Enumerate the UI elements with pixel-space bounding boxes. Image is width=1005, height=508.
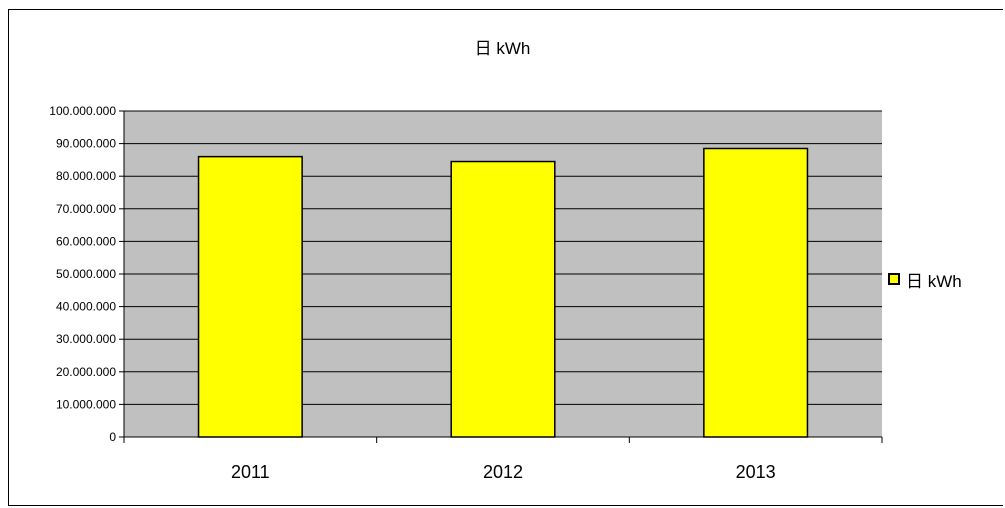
y-tick-label: 30.000.000 [56,332,116,346]
y-tick-label: 10.000.000 [56,397,116,411]
x-tick-label: 2013 [736,462,776,482]
legend-swatch [888,273,900,285]
y-tick-label: 80.000.000 [56,169,116,183]
y-tick-label: 60.000.000 [56,234,116,248]
y-tick-label: 100.000.000 [49,104,116,118]
y-tick-label: 70.000.000 [56,202,116,216]
legend: 日 kWh [882,265,962,293]
bar [703,147,809,438]
bar [197,155,303,438]
y-tick-label: 50.000.000 [56,267,116,281]
y-tick-label: 40.000.000 [56,300,116,314]
y-tick-label: 0 [109,430,116,444]
x-tick-label: 2012 [483,462,523,482]
y-tick-label: 90.000.000 [56,137,116,151]
bar [450,160,556,438]
y-tick-label: 20.000.000 [56,365,116,379]
chart-title: 日 kWh [474,39,531,58]
legend-label: 日 kWh [906,271,962,291]
x-tick-label: 2011 [231,462,270,482]
